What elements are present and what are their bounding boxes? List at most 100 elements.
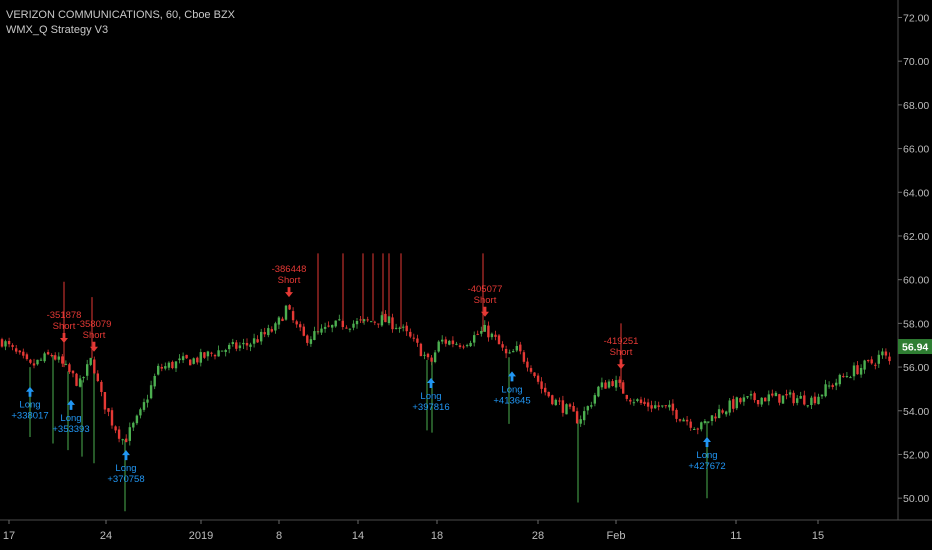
candle[interactable] bbox=[842, 376, 845, 378]
candle[interactable] bbox=[732, 399, 735, 409]
candle[interactable] bbox=[838, 374, 841, 385]
candle[interactable] bbox=[316, 331, 320, 333]
candle[interactable] bbox=[125, 438, 128, 443]
candle[interactable] bbox=[852, 365, 856, 377]
candle[interactable] bbox=[107, 408, 110, 412]
candle[interactable] bbox=[721, 410, 724, 413]
candle[interactable] bbox=[810, 397, 813, 405]
candle[interactable] bbox=[256, 339, 259, 343]
candle[interactable] bbox=[164, 366, 167, 369]
candle[interactable] bbox=[774, 392, 778, 397]
candle[interactable] bbox=[86, 364, 89, 376]
candle[interactable] bbox=[441, 339, 444, 342]
candle[interactable] bbox=[739, 398, 742, 403]
candle[interactable] bbox=[607, 381, 611, 388]
candle[interactable] bbox=[71, 370, 75, 374]
candle[interactable] bbox=[323, 326, 327, 329]
candle[interactable] bbox=[64, 363, 68, 365]
candle[interactable] bbox=[416, 338, 419, 343]
symbol-title[interactable]: VERIZON COMMUNICATIONS, 60, Cboe BZX bbox=[6, 9, 236, 21]
candle[interactable] bbox=[671, 403, 675, 411]
candle[interactable] bbox=[512, 351, 515, 353]
candle[interactable] bbox=[575, 411, 579, 424]
candle[interactable] bbox=[568, 404, 572, 407]
candle[interactable] bbox=[824, 384, 827, 397]
candle[interactable] bbox=[295, 321, 298, 325]
candle[interactable] bbox=[217, 350, 220, 357]
candle[interactable] bbox=[29, 359, 32, 363]
candle[interactable] bbox=[341, 320, 344, 327]
candle[interactable] bbox=[859, 368, 863, 375]
candle[interactable] bbox=[274, 323, 277, 331]
candle[interactable] bbox=[419, 343, 423, 357]
candle[interactable] bbox=[352, 323, 355, 328]
candle[interactable] bbox=[213, 355, 217, 357]
candle[interactable] bbox=[39, 359, 43, 361]
candle[interactable] bbox=[867, 360, 870, 362]
candle[interactable] bbox=[586, 406, 589, 411]
candle[interactable] bbox=[547, 391, 550, 397]
candle[interactable] bbox=[817, 396, 820, 405]
candle[interactable] bbox=[760, 397, 763, 405]
candle[interactable] bbox=[469, 342, 472, 347]
candle[interactable] bbox=[93, 359, 96, 374]
candle[interactable] bbox=[831, 385, 834, 387]
candle[interactable] bbox=[455, 343, 458, 345]
candle[interactable] bbox=[242, 342, 245, 345]
candle[interactable] bbox=[139, 409, 142, 416]
candle[interactable] bbox=[135, 415, 139, 424]
candle[interactable] bbox=[331, 325, 334, 328]
candle[interactable] bbox=[359, 319, 362, 321]
candle[interactable] bbox=[206, 351, 210, 357]
candle[interactable] bbox=[402, 326, 405, 328]
candle[interactable] bbox=[483, 325, 486, 332]
candle[interactable] bbox=[345, 327, 348, 329]
candle[interactable] bbox=[270, 329, 273, 332]
candle[interactable] bbox=[717, 409, 721, 418]
candle[interactable] bbox=[277, 317, 281, 325]
candle[interactable] bbox=[394, 327, 398, 329]
candle[interactable] bbox=[263, 332, 266, 335]
candle[interactable] bbox=[387, 316, 391, 324]
candle[interactable] bbox=[284, 305, 288, 320]
candle[interactable] bbox=[884, 351, 888, 356]
candle[interactable] bbox=[522, 352, 526, 362]
candle[interactable] bbox=[654, 405, 657, 409]
candle[interactable] bbox=[636, 399, 639, 401]
candle[interactable] bbox=[306, 335, 309, 343]
candle[interactable] bbox=[11, 345, 14, 347]
candle[interactable] bbox=[32, 363, 36, 366]
candle[interactable] bbox=[0, 339, 4, 347]
candle[interactable] bbox=[639, 399, 643, 404]
candle[interactable] bbox=[696, 428, 699, 430]
candle[interactable] bbox=[629, 399, 632, 402]
candle[interactable] bbox=[384, 313, 387, 323]
candle[interactable] bbox=[149, 385, 153, 399]
candle[interactable] bbox=[362, 319, 366, 322]
candle[interactable] bbox=[728, 400, 731, 413]
candle[interactable] bbox=[50, 355, 53, 356]
candle[interactable] bbox=[881, 351, 884, 356]
candle[interactable] bbox=[742, 397, 746, 402]
candle[interactable] bbox=[504, 349, 508, 354]
candle[interactable] bbox=[685, 419, 689, 422]
candle[interactable] bbox=[551, 395, 554, 405]
candle[interactable] bbox=[181, 356, 185, 361]
candle[interactable] bbox=[462, 346, 465, 348]
candle[interactable] bbox=[96, 373, 99, 382]
candle[interactable] bbox=[668, 404, 671, 408]
candle[interactable] bbox=[888, 356, 891, 362]
candle[interactable] bbox=[835, 382, 838, 386]
candle[interactable] bbox=[764, 397, 767, 402]
candle[interactable] bbox=[544, 387, 547, 393]
candle[interactable] bbox=[157, 365, 160, 375]
candle[interactable] bbox=[767, 394, 770, 402]
candle[interactable] bbox=[515, 346, 518, 351]
candle[interactable] bbox=[693, 429, 696, 430]
candle[interactable] bbox=[334, 320, 337, 327]
candle[interactable] bbox=[327, 325, 330, 327]
candle[interactable] bbox=[110, 410, 114, 426]
candle[interactable] bbox=[199, 352, 202, 363]
candle[interactable] bbox=[128, 427, 131, 441]
